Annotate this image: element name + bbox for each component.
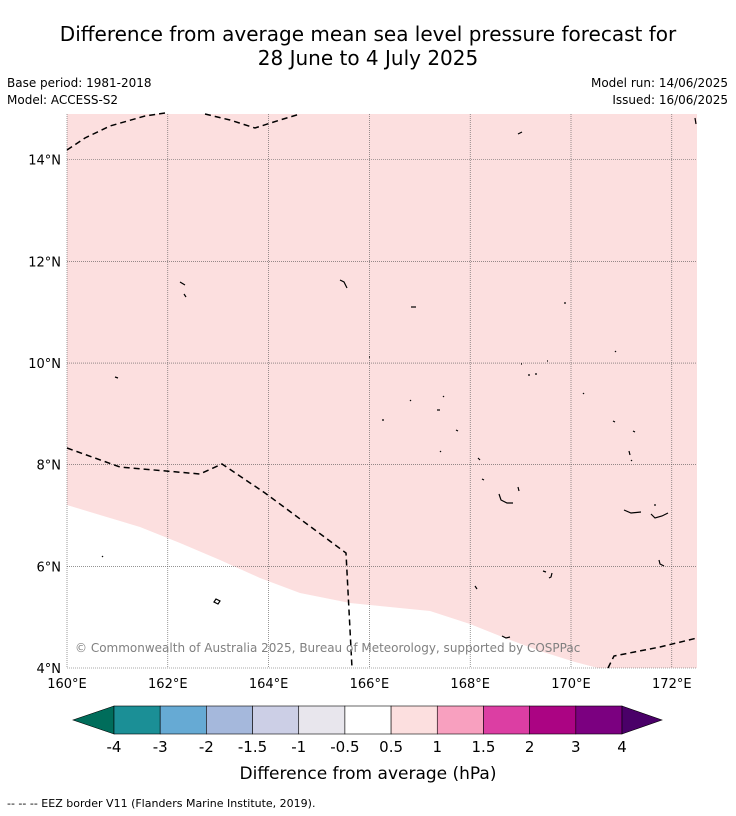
copyright-text: © Commonwealth of Australia 2025, Bureau… [75,641,580,655]
colorbar-tick-label: -1.5 [238,738,267,756]
colorbar-tick-label: -1 [291,738,306,756]
longitude-tick-label: 160°E [47,677,87,692]
colorbar-extend-high [621,705,663,735]
colorbar-swatch [344,705,392,735]
colorbar-swatch [298,705,346,735]
title-line-2: 28 June to 4 July 2025 [257,46,479,70]
base-period-text: Base period: 1981-2018 [7,76,152,90]
longitude-tick-label: 172°E [652,677,692,692]
colorbar-tick-label: 1.5 [472,738,496,756]
title-line-1: Difference from average mean sea level p… [59,22,677,46]
colorbar-swatch [529,705,577,735]
colorbar-tick-label: -3 [153,738,168,756]
latitude-tick-label: 4°N [37,662,62,677]
eez-borders [66,112,698,669]
colorbar: -4 -3 -2 -1.5 -1 -0.5 0.5 1 1.5 2 3 4 [72,705,663,756]
longitude-tick-label: 162°E [148,677,188,692]
colorbar-swatch [436,705,484,735]
latitude-tick-label: 10°N [28,357,61,372]
latitude-tick-labels: 4°N 6°N 8°N 10°N 12°N 14°N [28,154,61,677]
longitude-tick-label: 166°E [350,677,390,692]
eez-border-north [66,112,301,151]
model-run-text: Model run: 14/06/2025 [590,76,728,90]
colorbar-label: Difference from average (hPa) [239,764,497,784]
colorbar-swatch [390,705,438,735]
latitude-tick-label: 12°N [28,255,61,270]
model-text: Model: ACCESS-S2 [7,93,119,107]
eez-legend-footnote: -- -- -- EEZ border V11 (Flanders Marine… [7,797,316,810]
colorbar-tick-label: 3 [571,738,581,756]
colorbar-extend-low [72,705,115,735]
colorbar-swatch [159,705,207,735]
colorbar-tick-label: 0.5 [379,738,403,756]
latitude-tick-label: 14°N [28,154,61,169]
colorbar-tick-label: 2 [525,738,535,756]
meta-left: Base period: 1981-2018 Model: ACCESS-S2 [7,75,152,109]
colorbar-tick-label: -0.5 [330,738,359,756]
field-high-band [67,114,697,668]
longitude-tick-label: 168°E [450,677,490,692]
colorbar-tick-label: 4 [617,738,627,756]
latitude-tick-label: 8°N [37,459,62,474]
colorbar-swatch [113,705,161,735]
colorbar-tick-label: -2 [199,738,214,756]
longitude-tick-label: 164°E [249,677,289,692]
colorbar-tick-label: -4 [107,738,122,756]
graticule [66,114,697,669]
colorbar-swatch [575,705,623,735]
longitude-tick-label: 170°E [551,677,591,692]
colorbar-tick-label: 1 [432,738,442,756]
chart-title: Difference from average mean sea level p… [0,22,736,70]
island-marks [101,117,697,639]
colorbar-swatch [252,705,300,735]
longitude-tick-labels: 160°E 162°E 164°E 166°E 168°E 170°E 172°E [47,677,691,692]
map-plot-area: © Commonwealth of Australia 2025, Bureau… [66,112,698,669]
colorbar-swatch [206,705,253,735]
issued-text: Issued: 16/06/2025 [612,93,728,107]
colorbar-swatch [483,705,530,735]
meta-right: Model run: 14/06/2025 Issued: 16/06/2025 [591,75,728,109]
latitude-tick-label: 6°N [37,560,62,575]
